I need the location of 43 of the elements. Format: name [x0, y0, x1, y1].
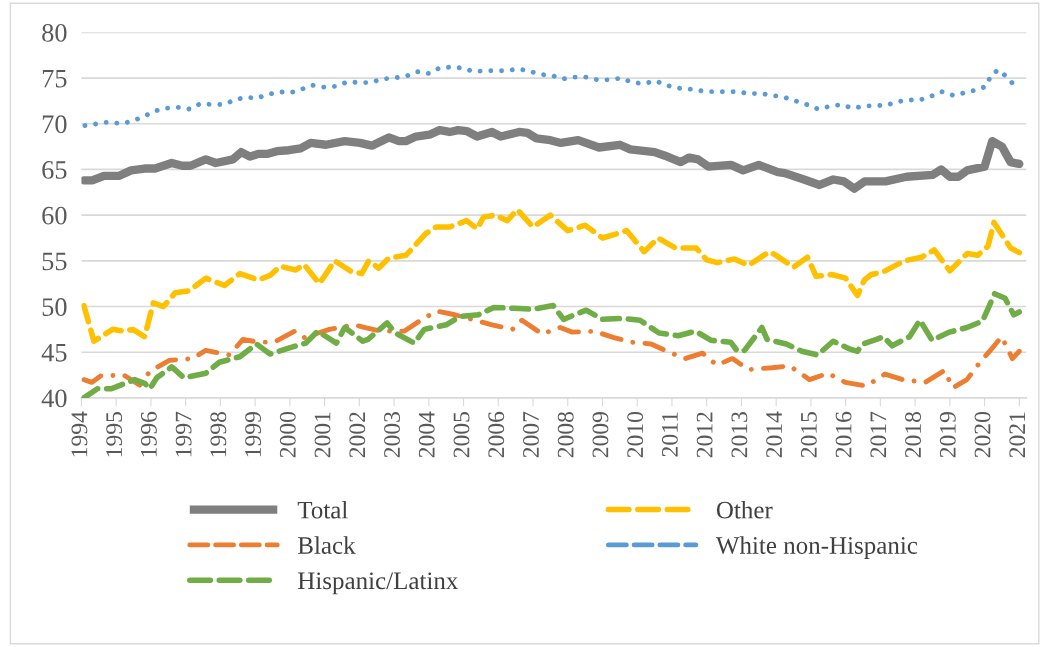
- x-tick-label: 2015: [800, 412, 817, 458]
- x-tick-label: 2002: [349, 412, 366, 458]
- y-tick-label: 75: [42, 69, 67, 88]
- x-tick-label: 2018: [905, 412, 922, 458]
- x-tick-label: 2020: [974, 412, 991, 458]
- x-tick-label: 1995: [106, 412, 123, 457]
- x-tick-label: 1996: [140, 411, 157, 457]
- x-tick-label: 2003: [384, 412, 400, 458]
- x-tick-label: 2007: [522, 411, 539, 458]
- x-tick-label: 2017: [870, 411, 887, 458]
- y-tick-label: 40: [41, 389, 67, 408]
- legend-label: Other: [716, 500, 773, 519]
- x-tick-label: 2012: [696, 412, 713, 458]
- x-tick-label: 1999: [245, 412, 262, 457]
- y-tick-label: 50: [42, 298, 67, 316]
- x-tick-label: 2011: [661, 412, 678, 457]
- y-tick-label: 55: [42, 252, 67, 271]
- x-tick-label: 2016: [835, 411, 852, 458]
- y-tick-label: 70: [42, 115, 67, 134]
- x-tick-label: 2009: [592, 412, 609, 458]
- legend-label: Hispanic/Latinx: [298, 572, 459, 595]
- x-tick-label: 2006: [488, 411, 505, 458]
- line-series: [81, 308, 1022, 391]
- x-tick-label: 2005: [453, 412, 470, 458]
- x-tick-label: 2010: [627, 412, 644, 458]
- x-tick-label: 2013: [731, 412, 748, 458]
- legend-label: Total: [297, 500, 348, 519]
- x-tick-label: 1997: [175, 411, 192, 457]
- y-tick-label: 60: [42, 206, 67, 225]
- x-tick-label: 2019: [939, 412, 956, 458]
- x-tick-label: 2004: [418, 411, 435, 458]
- y-tick-label: 80: [42, 23, 67, 42]
- legend-label: White non-Hispanic: [715, 536, 918, 559]
- y-tick-label: 65: [42, 161, 67, 179]
- x-tick-label: 2014: [766, 411, 783, 458]
- x-tick-label: 2008: [557, 412, 574, 458]
- x-tick-label: 1998: [210, 412, 227, 457]
- x-tick-label: 2001: [314, 412, 331, 458]
- x-tick-label: 2021: [1009, 412, 1026, 458]
- legend-label: Black: [298, 536, 356, 554]
- y-tick-label: 45: [41, 344, 67, 362]
- x-tick-label: 1994: [71, 411, 88, 457]
- x-tick-label: 2000: [279, 412, 296, 458]
